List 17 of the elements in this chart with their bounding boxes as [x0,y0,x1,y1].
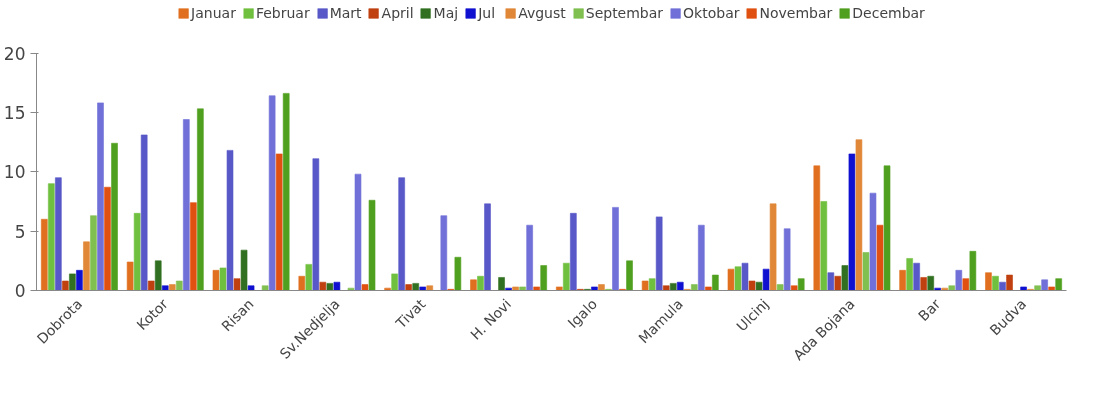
y-tick-label: 0 [14,281,26,301]
y-tick-label: 20 [3,43,26,64]
legend-label: Septembar [585,5,664,21]
legend-label: Decembar [852,5,925,21]
legend-label: Mart [329,5,362,21]
legend-label: Oktobar [683,5,740,21]
legend-label: Januar [191,5,236,21]
y-tick-label: 15 [3,102,26,123]
y-tick-label: 5 [14,221,26,242]
legend-label: April [381,5,414,21]
legend-label: Avgust [518,5,566,21]
legend-label: Maj [433,5,459,21]
y-tick-label: 10 [3,162,26,183]
legend-label: Februar [255,5,310,21]
legend-label: Novembar [759,5,833,21]
x-tick-label: Bar [915,295,944,325]
legend-label: Jul [478,5,497,21]
